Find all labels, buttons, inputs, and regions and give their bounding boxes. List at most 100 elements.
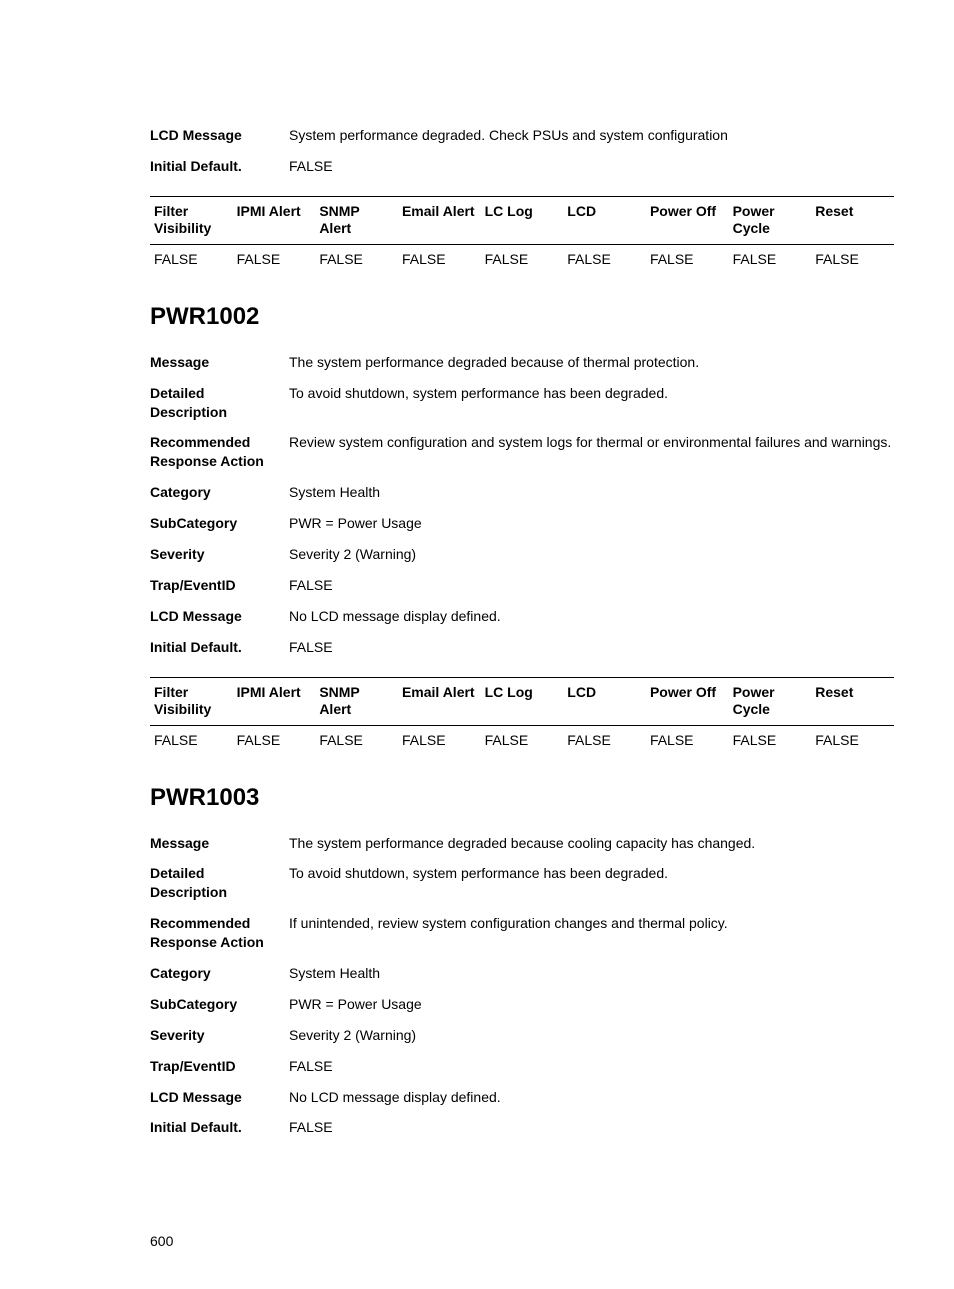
kv-label: Category — [150, 483, 289, 502]
kv-label: Initial Default. — [150, 157, 289, 176]
page-number: 600 — [150, 1233, 894, 1249]
kv-value: FALSE — [289, 1057, 894, 1076]
kv-label: Recommended Response Action — [150, 433, 289, 471]
matrix-cell: FALSE — [811, 244, 894, 273]
kv-label: Detailed Description — [150, 864, 289, 902]
kv-label: LCD Message — [150, 1088, 289, 1107]
kv-value: FALSE — [289, 157, 894, 176]
kv-label: SubCategory — [150, 995, 289, 1014]
matrix-cell: FALSE — [729, 725, 812, 754]
section-heading-pwr1002: PWR1002 — [150, 303, 894, 331]
matrix-header: Power Cycle — [729, 677, 812, 725]
kv-label: Recommended Response Action — [150, 914, 289, 952]
matrix-header: Power Cycle — [729, 196, 812, 244]
matrix-header: Reset — [811, 196, 894, 244]
pwr1003-kv-block: Message The system performance degraded … — [150, 828, 894, 1144]
matrix-cell: FALSE — [563, 725, 646, 754]
document-page: LCD Message System performance degraded.… — [0, 0, 954, 1289]
matrix-header: SNMP Alert — [315, 196, 398, 244]
matrix-cell: FALSE — [481, 725, 564, 754]
kv-value: PWR = Power Usage — [289, 514, 894, 533]
kv-label: Message — [150, 834, 289, 853]
matrix-cell: FALSE — [563, 244, 646, 273]
kv-value: To avoid shutdown, system performance ha… — [289, 864, 894, 883]
kv-label: Initial Default. — [150, 1118, 289, 1137]
matrix-cell: FALSE — [646, 725, 729, 754]
kv-label: Detailed Description — [150, 384, 289, 422]
kv-value: To avoid shutdown, system performance ha… — [289, 384, 894, 403]
matrix-header: Email Alert — [398, 196, 481, 244]
matrix-header: IPMI Alert — [233, 196, 316, 244]
kv-label: Severity — [150, 1026, 289, 1045]
matrix-header: Power Off — [646, 677, 729, 725]
matrix-header: LC Log — [481, 196, 564, 244]
matrix-header: Reset — [811, 677, 894, 725]
kv-row: Recommended Response Action If unintende… — [150, 908, 894, 958]
kv-row: Severity Severity 2 (Warning) — [150, 1020, 894, 1051]
matrix-header: IPMI Alert — [233, 677, 316, 725]
matrix-header: SNMP Alert — [315, 677, 398, 725]
kv-label: Trap/EventID — [150, 576, 289, 595]
matrix-header: Filter Visibility — [150, 196, 233, 244]
kv-value: FALSE — [289, 638, 894, 657]
matrix-cell: FALSE — [398, 725, 481, 754]
kv-value: Review system configuration and system l… — [289, 433, 894, 452]
matrix-cell: FALSE — [315, 244, 398, 273]
matrix-header: Email Alert — [398, 677, 481, 725]
kv-label: SubCategory — [150, 514, 289, 533]
kv-value: PWR = Power Usage — [289, 995, 894, 1014]
kv-value: System Health — [289, 964, 894, 983]
kv-label: Category — [150, 964, 289, 983]
kv-row: Message The system performance degraded … — [150, 347, 894, 378]
kv-label: LCD Message — [150, 126, 289, 145]
kv-row: SubCategory PWR = Power Usage — [150, 989, 894, 1020]
kv-row: Detailed Description To avoid shutdown, … — [150, 378, 894, 428]
kv-row: Category System Health — [150, 477, 894, 508]
kv-row: LCD Message System performance degraded.… — [150, 120, 894, 151]
kv-value: No LCD message display defined. — [289, 607, 894, 626]
kv-label: Severity — [150, 545, 289, 564]
matrix-header: LCD — [563, 196, 646, 244]
kv-row: LCD Message No LCD message display defin… — [150, 601, 894, 632]
kv-label: Trap/EventID — [150, 1057, 289, 1076]
kv-row: Trap/EventID FALSE — [150, 1051, 894, 1082]
kv-row: LCD Message No LCD message display defin… — [150, 1082, 894, 1113]
kv-row: SubCategory PWR = Power Usage — [150, 508, 894, 539]
kv-label: Message — [150, 353, 289, 372]
matrix-cell: FALSE — [150, 725, 233, 754]
top-kv-block: LCD Message System performance degraded.… — [150, 120, 894, 182]
kv-label: Initial Default. — [150, 638, 289, 657]
kv-label: LCD Message — [150, 607, 289, 626]
kv-value: System performance degraded. Check PSUs … — [289, 126, 894, 145]
matrix-cell: FALSE — [646, 244, 729, 273]
matrix-cell: FALSE — [811, 725, 894, 754]
matrix-cell: FALSE — [233, 244, 316, 273]
matrix-header: LCD — [563, 677, 646, 725]
pwr1002-kv-block: Message The system performance degraded … — [150, 347, 894, 663]
kv-value: No LCD message display defined. — [289, 1088, 894, 1107]
matrix-header: Power Off — [646, 196, 729, 244]
kv-value: The system performance degraded because … — [289, 834, 894, 853]
matrix-cell: FALSE — [150, 244, 233, 273]
matrix-header: Filter Visibility — [150, 677, 233, 725]
top-matrix-table: Filter Visibility IPMI Alert SNMP Alert … — [150, 196, 894, 273]
matrix-cell: FALSE — [729, 244, 812, 273]
kv-value: FALSE — [289, 1118, 894, 1137]
kv-value: The system performance degraded because … — [289, 353, 894, 372]
matrix-cell: FALSE — [398, 244, 481, 273]
section-heading-pwr1003: PWR1003 — [150, 784, 894, 812]
kv-value: Severity 2 (Warning) — [289, 1026, 894, 1045]
kv-row: Recommended Response Action Review syste… — [150, 427, 894, 477]
kv-value: System Health — [289, 483, 894, 502]
kv-row: Message The system performance degraded … — [150, 828, 894, 859]
matrix-cell: FALSE — [315, 725, 398, 754]
kv-value: FALSE — [289, 576, 894, 595]
kv-row: Category System Health — [150, 958, 894, 989]
kv-row: Initial Default. FALSE — [150, 632, 894, 663]
kv-row: Severity Severity 2 (Warning) — [150, 539, 894, 570]
kv-row: Initial Default. FALSE — [150, 151, 894, 182]
kv-row: Initial Default. FALSE — [150, 1112, 894, 1143]
kv-value: If unintended, review system configurati… — [289, 914, 894, 933]
kv-row: Detailed Description To avoid shutdown, … — [150, 858, 894, 908]
matrix-header: LC Log — [481, 677, 564, 725]
